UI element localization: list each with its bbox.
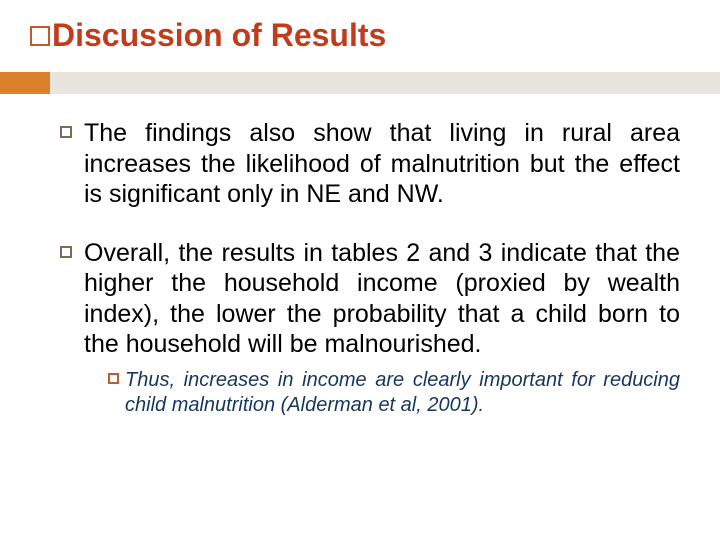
sub-bullet-text: Thus, increases in income are clearly im… [125,368,680,418]
slide: Discussion of Results The findings also … [0,0,720,540]
square-bullet-icon [60,246,72,258]
title-row: Discussion of Results [30,18,690,53]
bullet-item: The findings also show that living in ru… [60,118,680,210]
bullet-text: Overall, the results in tables 2 and 3 i… [84,238,680,360]
accent-bar-right [50,72,720,94]
bullet-text: The findings also show that living in ru… [84,118,680,210]
slide-title: Discussion of Results [52,18,386,53]
sub-bullet-item: Thus, increases in income are clearly im… [108,368,680,418]
square-bullet-icon [108,373,119,384]
accent-bar [0,72,720,94]
bullet-item: Overall, the results in tables 2 and 3 i… [60,238,680,360]
square-bullet-icon [30,26,50,46]
accent-bar-left [0,72,50,94]
square-bullet-icon [60,126,72,138]
content-area: The findings also show that living in ru… [60,118,680,418]
